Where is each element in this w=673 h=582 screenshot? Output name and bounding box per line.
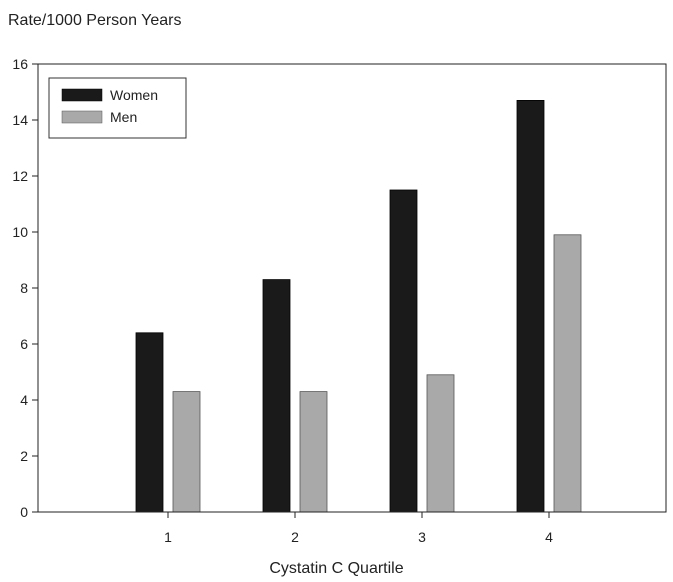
x-tick-label: 2 bbox=[291, 529, 299, 545]
legend-label-women: Women bbox=[110, 87, 158, 103]
bar-men-q2 bbox=[299, 391, 328, 513]
y-axis-label: Rate/1000 Person Years bbox=[8, 12, 182, 29]
legend-label-men: Men bbox=[110, 109, 137, 125]
y-tick-label: 16 bbox=[12, 56, 28, 72]
bar-women-q2 bbox=[262, 279, 291, 513]
bar-women-q4 bbox=[516, 100, 545, 513]
x-axis-label: Cystatin C Quartile bbox=[269, 560, 404, 577]
x-tick-label: 3 bbox=[418, 529, 426, 545]
y-tick-label: 6 bbox=[20, 336, 28, 352]
bar-men-q1 bbox=[172, 391, 201, 513]
x-tick-label: 4 bbox=[545, 529, 553, 545]
y-tick-label: 14 bbox=[12, 112, 28, 128]
legend-swatch-women bbox=[61, 88, 103, 102]
plot-frame bbox=[37, 63, 667, 513]
y-axis-ticks: 0 2 4 6 8 10 12 14 16 bbox=[12, 56, 38, 520]
x-tick-label: 1 bbox=[164, 529, 172, 545]
x-axis-ticks: 1 2 3 4 bbox=[164, 512, 553, 545]
bar-men-q3 bbox=[426, 374, 455, 513]
legend: Women Men bbox=[48, 77, 187, 139]
legend-swatch-men bbox=[61, 110, 103, 124]
y-tick-label: 8 bbox=[20, 280, 28, 296]
legend-box bbox=[48, 77, 187, 139]
bar-women-q1 bbox=[135, 332, 164, 513]
bar-women-q3 bbox=[389, 189, 418, 513]
y-tick-label: 2 bbox=[20, 448, 28, 464]
y-tick-label: 12 bbox=[12, 168, 28, 184]
bars-group bbox=[135, 100, 582, 513]
bar-men-q4 bbox=[553, 234, 582, 513]
y-tick-label: 10 bbox=[12, 224, 28, 240]
y-tick-label: 0 bbox=[20, 504, 28, 520]
y-tick-label: 4 bbox=[20, 392, 28, 408]
